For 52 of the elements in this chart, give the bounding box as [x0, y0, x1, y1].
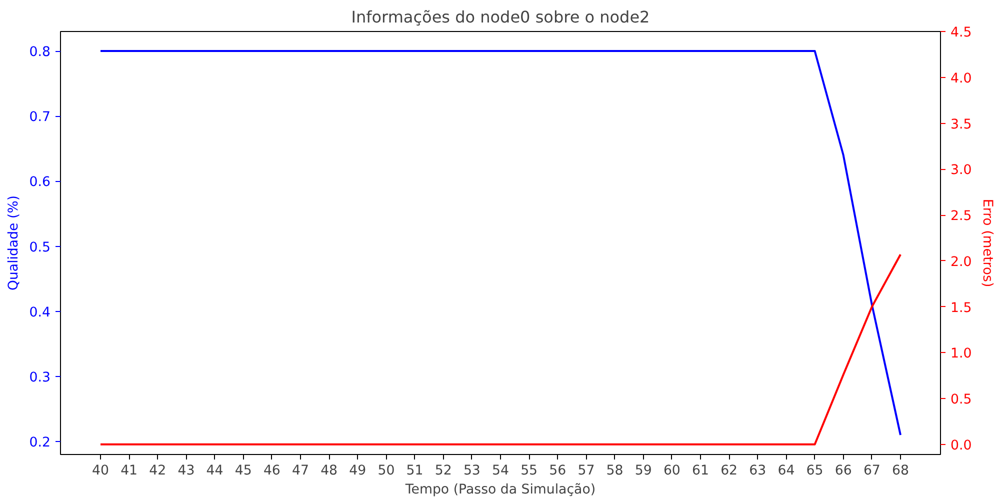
y2-tick-label: 2.5: [950, 209, 972, 224]
x-tick-label: 44: [206, 464, 224, 478]
line-series: [100, 253, 902, 446]
x-tick-label: 56: [549, 464, 566, 478]
line-series: [100, 50, 902, 436]
x-tick-label: 63: [749, 464, 766, 478]
x-tick-label: 41: [120, 464, 138, 478]
y-tick-label: 0.7: [29, 110, 51, 126]
x-tick-label: 65: [806, 464, 824, 478]
y2-tick-label: 2.0: [950, 254, 972, 270]
x-tick-label: 66: [834, 464, 852, 478]
y2-tick-label: 1.5: [950, 300, 972, 316]
y2-tick-label: 4.5: [950, 26, 972, 40]
y2-axis-title: Erro (metros): [980, 198, 995, 288]
x-tick-label: 51: [406, 464, 424, 478]
x-tick-label: 61: [692, 464, 709, 478]
x-tick-label: 48: [320, 464, 338, 478]
y2-tick-label: 3.5: [950, 117, 972, 132]
y-tick-label: 0.6: [29, 175, 51, 190]
y-tick-label: 0.2: [29, 435, 51, 450]
x-tick-label: 50: [378, 464, 395, 478]
y2-tick-label: 0.0: [950, 438, 972, 454]
x-tick-label: 49: [349, 464, 366, 478]
x-tick-label: 68: [892, 464, 909, 478]
x-tick-label: 43: [178, 464, 195, 478]
x-tick-label: 47: [292, 464, 309, 478]
x-tick-label: 40: [92, 464, 109, 478]
x-tick-label: 64: [778, 464, 795, 478]
y2-tick-label: 0.5: [950, 392, 972, 408]
x-tick-label: 67: [863, 464, 880, 478]
x-tick-label: 45: [234, 464, 252, 478]
y-tick-label: 0.5: [29, 240, 51, 256]
x-tick-label: 53: [463, 464, 480, 478]
x-tick-label: 62: [720, 464, 738, 478]
x-axis-title: Tempo (Passo da Simulação): [404, 482, 596, 498]
x-tick-label: 57: [578, 464, 595, 478]
y2-tick-label: 4.0: [950, 71, 972, 86]
x-tick-label: 46: [263, 464, 280, 478]
x-tick-label: 58: [606, 464, 624, 478]
y-tick-label: 0.8: [29, 45, 51, 60]
y-tick-label: 0.3: [29, 370, 51, 386]
x-tick-label: 42: [149, 464, 166, 478]
y2-tick-label: 3.0: [950, 163, 972, 178]
x-tick-label: 54: [492, 464, 509, 478]
y-axis-title: Qualidade (%): [6, 195, 22, 291]
x-tick-label: 59: [634, 464, 652, 478]
x-tick-label: 55: [520, 464, 538, 478]
x-tick-label: 60: [663, 464, 680, 478]
y2-tick-label: 1.0: [950, 346, 972, 362]
x-tick-label: 52: [434, 464, 452, 478]
y-tick-label: 0.4: [29, 305, 51, 320]
chart-title: Informações do node0 sobre o node2: [351, 8, 650, 26]
